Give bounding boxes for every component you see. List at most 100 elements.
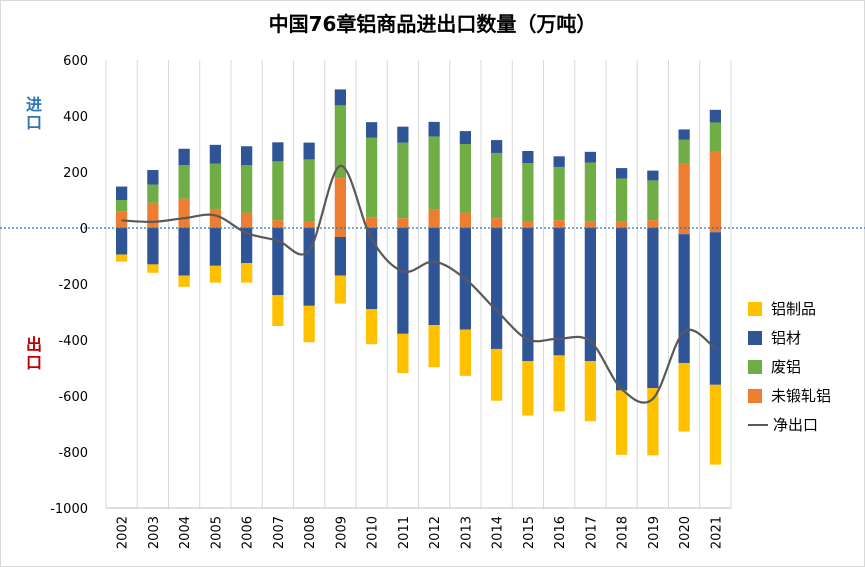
bar-export-segment bbox=[116, 254, 128, 262]
legend-swatch-scrap-aluminum bbox=[748, 359, 762, 374]
bar-export-segment bbox=[334, 228, 346, 237]
bar-import-segment bbox=[553, 166, 565, 221]
bar-export-segment bbox=[678, 234, 690, 363]
bar-import-segment bbox=[553, 156, 565, 167]
bar-export-segment bbox=[553, 228, 565, 356]
bar-export-segment bbox=[397, 333, 409, 374]
bar-import-segment bbox=[491, 218, 503, 228]
x-tick-label: 2020 bbox=[678, 516, 693, 549]
bar-import-segment bbox=[241, 212, 253, 228]
bar-import-segment bbox=[272, 220, 284, 228]
legend: 铝制品 铝材 废铝 未锻轧铝 净出口 bbox=[748, 294, 831, 439]
bar-export-segment bbox=[709, 228, 721, 233]
bar-import-segment bbox=[616, 168, 628, 179]
bar-export-segment bbox=[241, 263, 253, 283]
bar-export-segment bbox=[334, 236, 346, 276]
bar-export-segment bbox=[303, 228, 315, 306]
bar-import-segment bbox=[428, 121, 440, 137]
bar-export-segment bbox=[522, 228, 534, 361]
net-export-line bbox=[121, 164, 717, 404]
bar-import-segment bbox=[522, 163, 534, 221]
bar-import-segment bbox=[303, 142, 315, 160]
x-tick-label: 2011 bbox=[397, 516, 412, 549]
bar-import-segment bbox=[178, 148, 190, 165]
legend-swatch-net-export bbox=[748, 423, 768, 426]
bar-import-segment bbox=[303, 159, 315, 221]
bar-export-segment bbox=[522, 361, 534, 416]
bar-import-segment bbox=[522, 151, 534, 164]
bar-import-segment bbox=[459, 131, 471, 144]
legend-item-aluminum-materials: 铝材 bbox=[748, 323, 831, 352]
bar-import-segment bbox=[209, 163, 221, 210]
bar-import-segment bbox=[209, 144, 221, 164]
legend-item-aluminum-products: 铝制品 bbox=[748, 294, 831, 323]
y-tick-label: 600 bbox=[63, 54, 88, 69]
bar-import-segment bbox=[241, 165, 253, 213]
legend-label-net-export: 净出口 bbox=[773, 416, 819, 434]
x-tick-label: 2013 bbox=[459, 516, 474, 549]
legend-item-unwrought-aluminum: 未锻轧铝 bbox=[748, 381, 831, 410]
bar-import-segment bbox=[366, 217, 378, 228]
x-tick-label: 2019 bbox=[647, 516, 662, 549]
bar-export-segment bbox=[428, 228, 440, 326]
bar-export-segment bbox=[709, 232, 721, 385]
x-tick-label: 2002 bbox=[116, 516, 131, 549]
bar-export-segment bbox=[584, 228, 596, 361]
bar-import-segment bbox=[241, 146, 253, 165]
bar-import-segment bbox=[272, 161, 284, 221]
bar-import-segment bbox=[334, 89, 346, 106]
legend-label-unwrought-aluminum: 未锻轧铝 bbox=[771, 387, 832, 405]
y-tick-label: -1000 bbox=[50, 502, 88, 517]
bar-import-segment bbox=[678, 129, 690, 140]
bar-export-segment bbox=[178, 275, 190, 287]
bar-import-segment bbox=[647, 170, 659, 181]
bar-import-segment bbox=[709, 109, 721, 123]
bar-import-segment bbox=[334, 178, 346, 228]
bar-import-segment bbox=[147, 184, 159, 203]
bar-export-segment bbox=[709, 384, 721, 465]
bar-import-segment bbox=[209, 209, 221, 228]
bar-export-segment bbox=[366, 309, 378, 345]
bar-export-segment bbox=[272, 295, 284, 326]
x-tick-label: 2018 bbox=[616, 516, 631, 549]
bar-import-segment bbox=[147, 202, 159, 228]
bar-export-segment bbox=[209, 265, 221, 283]
bar-import-segment bbox=[678, 139, 690, 164]
bar-export-segment bbox=[678, 228, 690, 235]
bar-export-segment bbox=[209, 228, 221, 266]
x-tick-label: 2007 bbox=[272, 516, 287, 549]
bar-import-segment bbox=[397, 126, 409, 143]
legend-swatch-aluminum-products bbox=[748, 301, 762, 316]
bar-export-segment bbox=[147, 264, 159, 273]
y-tick-label: -400 bbox=[58, 334, 88, 349]
bar-import-segment bbox=[428, 136, 440, 210]
bar-import-segment bbox=[334, 105, 346, 179]
bar-import-segment bbox=[116, 186, 128, 200]
bar-import-segment bbox=[647, 180, 659, 221]
bar-import-segment bbox=[584, 151, 596, 163]
y-tick-label: -800 bbox=[58, 446, 88, 461]
bar-export-segment bbox=[147, 228, 159, 265]
legend-label-scrap-aluminum: 废铝 bbox=[771, 358, 802, 376]
bar-import-segment bbox=[272, 142, 284, 162]
bar-export-segment bbox=[491, 228, 503, 349]
legend-item-scrap-aluminum: 废铝 bbox=[748, 352, 831, 381]
bar-import-segment bbox=[178, 198, 190, 228]
bar-import-segment bbox=[147, 170, 159, 185]
bar-import-segment bbox=[428, 209, 440, 228]
bar-import-segment bbox=[584, 162, 596, 222]
bar-import-segment bbox=[616, 178, 628, 222]
bar-export-segment bbox=[366, 228, 378, 310]
bar-export-segment bbox=[178, 228, 190, 276]
x-tick-label: 2021 bbox=[709, 516, 724, 549]
bar-import-segment bbox=[522, 221, 534, 228]
bar-import-segment bbox=[366, 137, 378, 218]
legend-item-net-export: 净出口 bbox=[748, 410, 831, 439]
bar-import-segment bbox=[116, 211, 128, 228]
bar-import-segment bbox=[553, 220, 565, 228]
x-tick-label: 2004 bbox=[178, 516, 193, 549]
x-tick-label: 2015 bbox=[522, 516, 537, 549]
x-tick-label: 2005 bbox=[209, 516, 224, 549]
import-side-label: 进口 bbox=[23, 96, 42, 132]
